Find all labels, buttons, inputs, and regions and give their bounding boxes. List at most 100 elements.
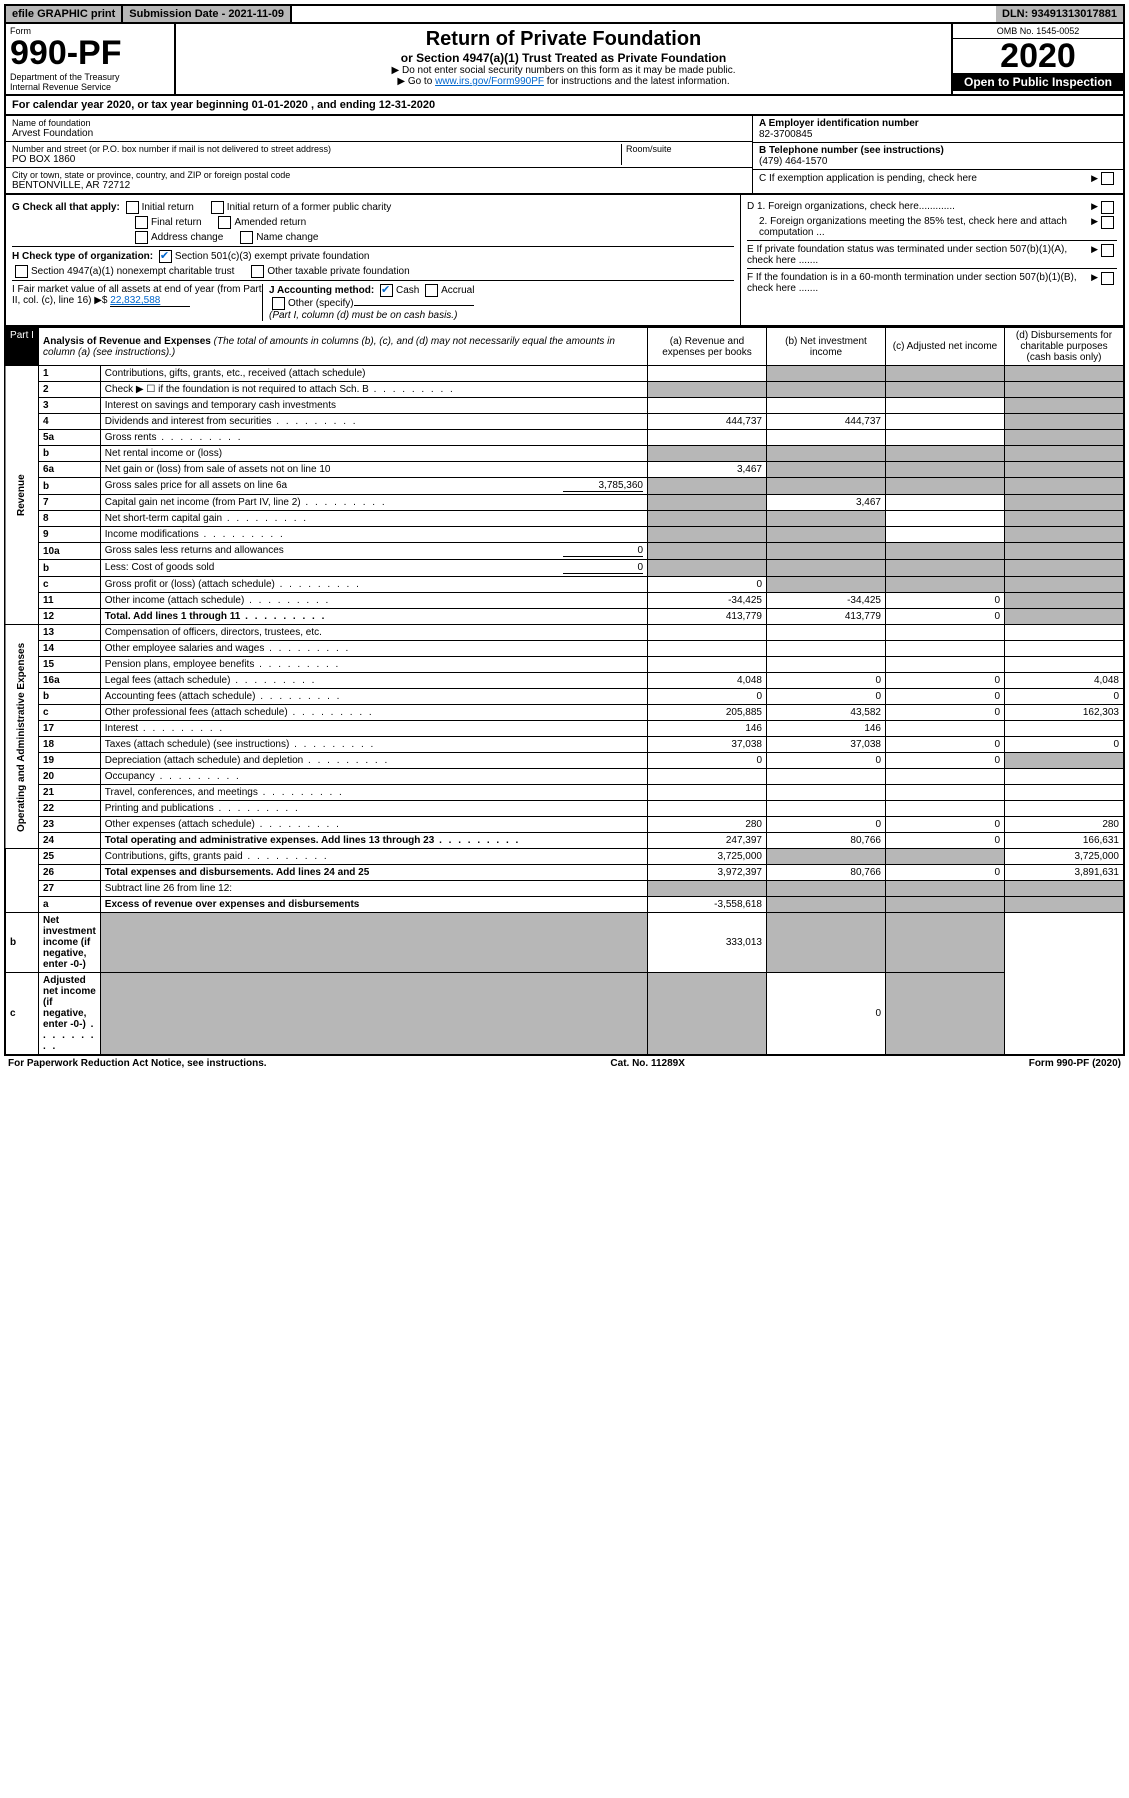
j-accrual[interactable] bbox=[425, 284, 438, 297]
j-cash[interactable] bbox=[380, 284, 393, 297]
g-initial-former[interactable] bbox=[211, 201, 224, 214]
tel: (479) 464-1570 bbox=[759, 156, 1117, 167]
table-row: 2Check ▶ ☐ if the foundation is not requ… bbox=[5, 382, 1124, 398]
cell-dd: 162,303 bbox=[1005, 705, 1125, 721]
cell-c bbox=[886, 657, 1005, 673]
line-desc: Excess of revenue over expenses and disb… bbox=[100, 897, 647, 913]
g-opt-4: Address change bbox=[151, 232, 223, 243]
j-other-label: Other (specify) bbox=[288, 298, 354, 309]
table-row: 11Other income (attach schedule)-34,425-… bbox=[5, 593, 1124, 609]
line-number: 9 bbox=[39, 527, 101, 543]
d2-cb[interactable] bbox=[1101, 216, 1114, 229]
cell-b: 0 bbox=[767, 817, 886, 833]
d1: D 1. Foreign organizations, check here..… bbox=[747, 201, 1091, 214]
cell-a: 205,885 bbox=[648, 705, 767, 721]
cell-b: 0 bbox=[767, 689, 886, 705]
line-number: 4 bbox=[39, 414, 101, 430]
line-number: 10a bbox=[39, 543, 101, 560]
tax-year: 2020 bbox=[953, 39, 1123, 73]
cell-c: 0 bbox=[886, 833, 1005, 849]
cell-b bbox=[767, 881, 886, 897]
line-number: b bbox=[39, 689, 101, 705]
cell-a: 444,737 bbox=[648, 414, 767, 430]
line-desc: Contributions, gifts, grants, etc., rece… bbox=[100, 366, 647, 382]
irs-link[interactable]: www.irs.gov/Form990PF bbox=[435, 76, 544, 87]
g-initial[interactable] bbox=[126, 201, 139, 214]
table-row: Operating and Administrative Expenses13C… bbox=[5, 625, 1124, 641]
line-desc: Total operating and administrative expen… bbox=[100, 833, 647, 849]
table-row: 14Other employee salaries and wages bbox=[5, 641, 1124, 657]
part1-table: Part I Analysis of Revenue and Expenses … bbox=[4, 327, 1125, 1056]
cell-dd bbox=[1005, 881, 1125, 897]
inline-value: 0 bbox=[563, 562, 643, 574]
h-501c3[interactable] bbox=[159, 250, 172, 263]
line-desc: Check ▶ ☐ if the foundation is not requi… bbox=[100, 382, 647, 398]
efile-label[interactable]: efile GRAPHIC print bbox=[6, 6, 123, 22]
cell-dd bbox=[1005, 414, 1125, 430]
cell-a bbox=[648, 881, 767, 897]
cell-dd bbox=[1005, 593, 1125, 609]
table-row: cAdjusted net income (if negative, enter… bbox=[5, 973, 1124, 1056]
table-row: 20Occupancy bbox=[5, 769, 1124, 785]
arrow-icon bbox=[1091, 244, 1098, 266]
line-number: 23 bbox=[39, 817, 101, 833]
line-desc: Taxes (attach schedule) (see instruction… bbox=[100, 737, 647, 753]
g-opt-1: Initial return of a former public charit… bbox=[227, 202, 392, 213]
line-number: 22 bbox=[39, 801, 101, 817]
h-other[interactable] bbox=[251, 265, 264, 278]
cell-c bbox=[886, 527, 1005, 543]
form-subtitle: or Section 4947(a)(1) Trust Treated as P… bbox=[180, 51, 947, 65]
g-address[interactable] bbox=[135, 231, 148, 244]
cell-b bbox=[767, 382, 886, 398]
cell-c: 0 bbox=[886, 737, 1005, 753]
cell-b: 37,038 bbox=[767, 737, 886, 753]
line-number: c bbox=[5, 973, 39, 1056]
city: BENTONVILLE, AR 72712 bbox=[12, 180, 746, 191]
j-other[interactable] bbox=[272, 297, 285, 310]
table-row: 19Depreciation (attach schedule) and dep… bbox=[5, 753, 1124, 769]
cell-dd bbox=[1005, 366, 1125, 382]
cell-c: 0 bbox=[886, 753, 1005, 769]
submission-date: Submission Date - 2021-11-09 bbox=[123, 6, 292, 22]
line-desc: Pension plans, employee benefits bbox=[100, 657, 647, 673]
line-desc: Subtract line 26 from line 12: bbox=[100, 881, 647, 897]
g-name[interactable] bbox=[240, 231, 253, 244]
cell-dd bbox=[1005, 430, 1125, 446]
cell-a bbox=[648, 430, 767, 446]
f-cb[interactable] bbox=[1101, 272, 1114, 285]
cell-b bbox=[767, 527, 886, 543]
table-row: aExcess of revenue over expenses and dis… bbox=[5, 897, 1124, 913]
cell-a bbox=[648, 560, 767, 577]
blank-section bbox=[5, 849, 39, 913]
cell-b: 0 bbox=[767, 753, 886, 769]
ein: 82-3700845 bbox=[759, 129, 1117, 140]
cell-c bbox=[886, 577, 1005, 593]
line-number: 15 bbox=[39, 657, 101, 673]
table-row: 18Taxes (attach schedule) (see instructi… bbox=[5, 737, 1124, 753]
cell-a: 3,467 bbox=[648, 462, 767, 478]
cell-dd: 3,891,631 bbox=[1005, 865, 1125, 881]
d1-cb[interactable] bbox=[1101, 201, 1114, 214]
checks-block: G Check all that apply: Initial return I… bbox=[4, 195, 1125, 327]
line-desc: Legal fees (attach schedule) bbox=[100, 673, 647, 689]
cell-dd bbox=[1005, 543, 1125, 560]
e-cb[interactable] bbox=[1101, 244, 1114, 257]
table-row: cOther professional fees (attach schedul… bbox=[5, 705, 1124, 721]
line-number: 21 bbox=[39, 785, 101, 801]
g-amended[interactable] bbox=[218, 216, 231, 229]
open-public: Open to Public Inspection bbox=[953, 73, 1123, 91]
line-desc: Gross profit or (loss) (attach schedule) bbox=[100, 577, 647, 593]
g-final[interactable] bbox=[135, 216, 148, 229]
h-4947[interactable] bbox=[15, 265, 28, 278]
expenses-label: Operating and Administrative Expenses bbox=[5, 625, 39, 849]
line-number: 7 bbox=[39, 495, 101, 511]
line-desc: Interest bbox=[100, 721, 647, 737]
i-value[interactable]: 22,832,588 bbox=[110, 295, 190, 307]
j-other-field[interactable] bbox=[354, 305, 474, 306]
c-checkbox[interactable] bbox=[1101, 172, 1114, 185]
cell-b bbox=[767, 769, 886, 785]
table-row: 9Income modifications bbox=[5, 527, 1124, 543]
cell-b bbox=[767, 478, 886, 495]
cell-dd: 0 bbox=[1005, 689, 1125, 705]
cell-dd bbox=[1005, 769, 1125, 785]
